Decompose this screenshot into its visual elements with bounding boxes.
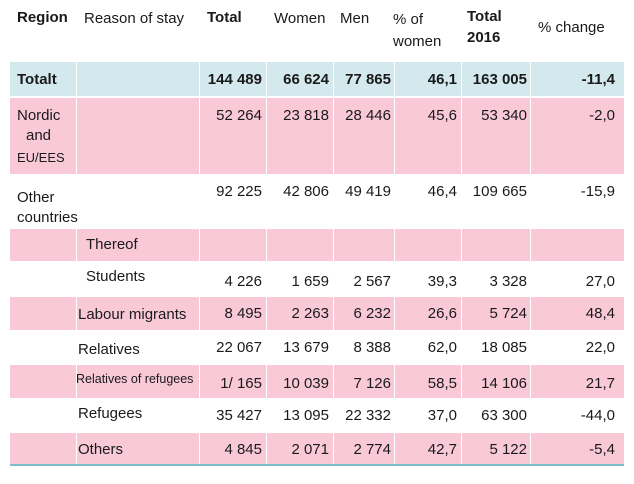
cell-change: -5,4 <box>589 441 615 458</box>
header-total2016-1: Total <box>467 8 502 25</box>
cell-total: 22 067 <box>216 339 262 356</box>
header-pct-women-2: women <box>393 33 442 50</box>
table-row-others: Others 4 845 2 071 2 774 42,7 5 122 -5,4 <box>10 433 624 464</box>
table-row-thereof: Thereof <box>10 229 624 261</box>
header-men: Men <box>340 10 370 27</box>
table-row-relatives-of-refugees: Relatives of refugees 1/ 165 10 039 7 12… <box>10 365 624 398</box>
cell-men: 8 388 <box>353 339 391 356</box>
header-region: Region <box>17 9 68 26</box>
cell-women: 66 624 <box>283 71 329 88</box>
cell-total2016: 14 106 <box>481 375 527 392</box>
row-label: Students <box>86 268 146 285</box>
header-change: % change <box>538 19 605 36</box>
cell-change: -15,9 <box>580 183 615 200</box>
cell-total2016: 5 724 <box>489 305 527 322</box>
cell-total2016: 3 328 <box>489 273 527 290</box>
table-row-labour: Labour migrants 8 495 2 263 6 232 26,6 5… <box>10 297 624 330</box>
row-label: Labour migrants <box>78 306 187 323</box>
cell-change: -44,0 <box>580 407 615 424</box>
cell-men: 22 332 <box>345 407 391 424</box>
cell-pct: 46,1 <box>427 71 457 88</box>
row-label-line1: Nordic <box>17 107 61 124</box>
header-pct-women-1: % of <box>393 11 424 28</box>
cell-pct: 45,6 <box>427 107 457 124</box>
cell-women: 1 659 <box>291 273 329 290</box>
header-women: Women <box>274 10 326 27</box>
cell-total: 144 489 <box>207 71 262 88</box>
cell-men: 77 865 <box>345 71 391 88</box>
cell-change: 21,7 <box>585 375 615 392</box>
cell-pct: 42,7 <box>427 441 457 458</box>
row-label: Thereof <box>86 236 138 253</box>
cell-pct: 62,0 <box>427 339 457 356</box>
table-row-students: Students 4 226 1 659 2 567 39,3 3 328 27… <box>10 262 624 296</box>
row-label: Totalt <box>17 71 57 88</box>
cell-women: 42 806 <box>283 183 329 200</box>
row-label: Relatives <box>78 341 140 358</box>
header-reason: Reason of stay <box>84 10 185 27</box>
cell-total2016: 5 122 <box>489 441 527 458</box>
row-label: Others <box>78 441 124 458</box>
cell-total2016: 18 085 <box>481 339 527 356</box>
header-total2016-2: 2016 <box>467 29 501 46</box>
cell-women: 2 071 <box>291 441 329 458</box>
cell-men: 7 126 <box>353 375 391 392</box>
cell-total: 1/ 165 <box>220 375 262 392</box>
cell-change: -11,4 <box>581 71 615 88</box>
cell-women: 10 039 <box>283 375 329 392</box>
cell-change: -2,0 <box>589 107 615 124</box>
cell-pct: 58,5 <box>427 375 457 392</box>
cell-women: 23 818 <box>283 107 329 124</box>
cell-women: 13 095 <box>283 407 329 424</box>
cell-pct: 39,3 <box>427 273 457 290</box>
row-label: Refugees <box>78 405 143 422</box>
statistics-table: Region Reason of stay Total Women Men % … <box>10 0 624 464</box>
cell-men: 28 446 <box>345 107 391 124</box>
cell-total: 4 226 <box>224 273 262 290</box>
row-label-line2: and <box>26 127 52 144</box>
cell-men: 49 419 <box>345 183 391 200</box>
cell-total: 8 495 <box>224 305 262 322</box>
cell-change: 27,0 <box>585 273 615 290</box>
table-header: Region Reason of stay Total Women Men % … <box>10 0 624 62</box>
header-total: Total <box>207 9 242 26</box>
table-bottom-border <box>10 464 624 466</box>
cell-men: 6 232 <box>353 305 391 322</box>
cell-pct: 46,4 <box>427 183 457 200</box>
cell-total: 35 427 <box>216 407 262 424</box>
cell-women: 2 263 <box>291 305 329 322</box>
row-label-line3: EU/EES <box>17 150 65 165</box>
table-row-nordic: Nordic and EU/EES 52 264 23 818 28 446 4… <box>10 98 624 174</box>
table-row-other: Other countries 92 225 42 806 49 419 46,… <box>10 176 624 228</box>
cell-total2016: 63 300 <box>481 407 527 424</box>
cell-women: 13 679 <box>283 339 329 356</box>
cell-total2016: 53 340 <box>481 107 527 124</box>
cell-change: 48,4 <box>585 305 615 322</box>
cell-men: 2 567 <box>353 273 391 290</box>
table-row-refugees: Refugees 35 427 13 095 22 332 37,0 63 30… <box>10 399 624 432</box>
cell-total: 92 225 <box>216 183 262 200</box>
cell-pct: 37,0 <box>427 407 457 424</box>
row-label-line1: Other <box>17 189 55 206</box>
cell-total: 4 845 <box>224 441 262 458</box>
cell-total2016: 163 005 <box>472 71 527 88</box>
table-row-totalt: Totalt 144 489 66 624 77 865 46,1 163 00… <box>10 62 624 96</box>
cell-men: 2 774 <box>353 441 391 458</box>
table-row-relatives: Relatives 22 067 13 679 8 388 62,0 18 08… <box>10 331 624 364</box>
cell-change: 22,0 <box>585 339 615 356</box>
cell-total2016: 109 665 <box>472 183 527 200</box>
row-label-line2: countries <box>17 209 78 226</box>
cell-total: 52 264 <box>216 107 262 124</box>
cell-pct: 26,6 <box>427 305 457 322</box>
row-label: Relatives of refugees <box>76 372 194 386</box>
